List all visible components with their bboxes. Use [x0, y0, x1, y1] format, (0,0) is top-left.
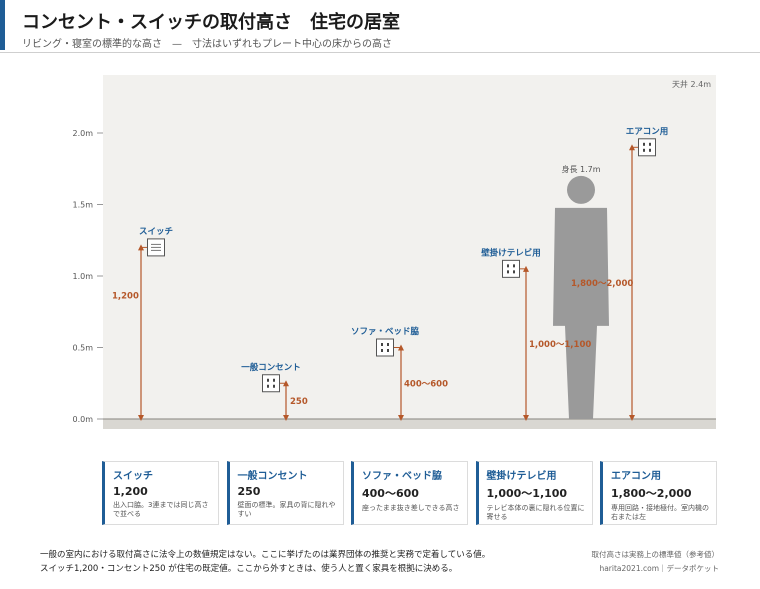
credit-line-1: 取付高さは実務上の標準値（参考値） — [591, 550, 720, 559]
footnote-line-2: スイッチ1,200・コンセント250 が住宅の既定値。ここから外すときは、使う人… — [40, 564, 458, 575]
outlet-slot — [507, 270, 509, 274]
person-head — [567, 175, 595, 204]
credit: 取付高さは実務上の標準値（参考値） harita2021.com｜データポケット — [592, 548, 720, 577]
outlet-slot — [507, 264, 509, 268]
outlet-slot — [649, 142, 651, 146]
card-description: 専用回路・接地極付。室内機の右または左 — [611, 504, 709, 522]
summary-card: ソファ・ベッド脇 400〜600 座ったまま抜き差しできる高さ — [351, 461, 468, 525]
card-value: 400〜600 — [362, 487, 419, 500]
footnote-line-1: 一般の室内における取付高さに法令上の数値規定はない。ここに挙げたのは業界団体の推… — [40, 550, 491, 560]
card-name: 一般コンセント — [237, 471, 308, 482]
outlet-icon — [502, 259, 520, 278]
card-name: エアコン用 — [611, 471, 661, 482]
dimension-label: 1,800〜2,000 — [571, 279, 633, 289]
page-title: コンセント・スイッチの取付高さ 住宅の居室 — [22, 12, 400, 33]
aircon-outlet-icon — [638, 138, 656, 157]
outlet-slot — [273, 378, 275, 382]
room-wall — [103, 75, 716, 419]
outlet-slot — [387, 343, 389, 346]
outlet-slot — [273, 384, 275, 388]
dimension-label: 400〜600 — [404, 379, 448, 389]
outlet-slot — [643, 148, 645, 152]
y-tick-label: 2.0m — [72, 129, 93, 138]
item-label: スイッチ — [139, 227, 173, 237]
outlet-slot — [381, 343, 383, 346]
dimension-label: 1,000〜1,100 — [529, 340, 591, 350]
card-name: 壁掛けテレビ用 — [486, 471, 557, 482]
outlet-slot — [387, 349, 389, 352]
outlet-slot — [267, 378, 269, 382]
card-value: 1,000〜1,100 — [486, 487, 568, 500]
floor-band — [103, 419, 716, 429]
summary-card: 壁掛けテレビ用 1,000〜1,100 テレビ本体の裏に隠れる位置に寄せる — [475, 461, 593, 525]
card-name: スイッチ — [113, 471, 153, 482]
card-description: 壁面の標準。家具の背に隠れやすい — [237, 501, 336, 519]
summary-cards: スイッチ 1,200 出入口脇。3連までは同じ高さで並べる 一般コンセント 250 壁面の… — [102, 461, 717, 525]
outlet-icon — [376, 338, 394, 357]
item-label: エアコン用 — [626, 127, 669, 137]
card-name: ソファ・ベッド脇 — [362, 471, 442, 482]
summary-card: 一般コンセント 250 壁面の標準。家具の背に隠れやすい — [226, 461, 344, 525]
outlet-slot — [513, 264, 515, 268]
summary-card: エアコン用 1,800〜2,000 専用回路・接地極付。室内機の右または左 — [600, 461, 717, 525]
page-subtitle: リビング・寝室の標準的な高さ — 寸法はいずれもプレート中心の床からの高さ — [22, 39, 392, 50]
person-body — [553, 207, 609, 419]
card-value: 250 — [237, 485, 261, 498]
card-description: テレビ本体の裏に隠れる位置に寄せる — [486, 504, 585, 522]
outlet-slot — [381, 349, 383, 352]
height-diagram: 天井 2.4m 0.0m 0.5m 1.0m 1.5m 2.0m 身長 1.7m スイッチ 1,… — [72, 75, 716, 429]
title-accent-bar — [0, 0, 5, 50]
y-tick-label: 0.5m — [72, 344, 93, 353]
outlet-slot — [513, 270, 515, 274]
item-label: ソファ・ベッド脇 — [351, 326, 420, 337]
item-label: 壁掛けテレビ用 — [481, 247, 541, 258]
card-value: 1,200 — [113, 485, 148, 498]
y-tick-label: 0.0m — [72, 415, 93, 424]
y-tick-label: 1.5m — [72, 201, 93, 210]
outlet-slot — [267, 384, 269, 388]
y-tick-label: 1.0m — [72, 272, 93, 281]
dimension-label: 250 — [290, 397, 308, 407]
dimension-label: 1,200 — [112, 291, 139, 301]
ceiling-label: 天井 2.4m — [672, 79, 711, 89]
card-description: 座ったまま抜き差しできる高さ — [362, 504, 460, 512]
card-description: 出入口脇。3連までは同じ高さで並べる — [113, 501, 209, 519]
footnote: 一般の室内における取付高さに法令上の数値規定はない。ここに挙げたのは業界団体の推… — [40, 548, 490, 577]
outlet-icon — [262, 374, 280, 393]
header-divider — [0, 52, 760, 53]
summary-card: スイッチ 1,200 出入口脇。3連までは同じ高さで並べる — [102, 461, 219, 525]
card-value: 1,800〜2,000 — [611, 487, 692, 500]
outlet-slot — [643, 142, 645, 146]
item-label: 一般コンセント — [241, 362, 301, 373]
outlet-slot — [649, 148, 651, 152]
credit-line-2: harita2021.com｜データポケット — [599, 564, 719, 574]
person-label: 身長 1.7m — [561, 164, 600, 174]
